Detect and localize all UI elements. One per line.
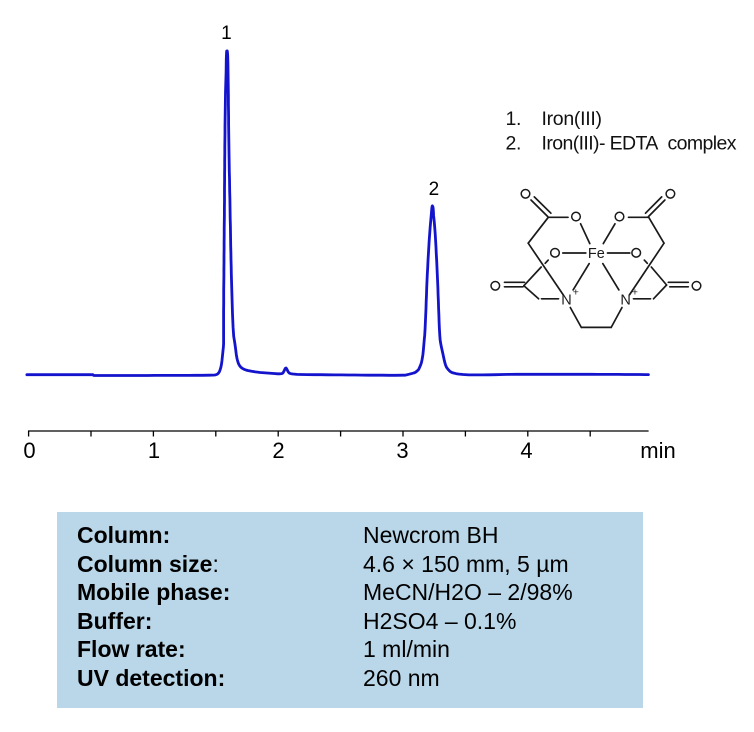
svg-text:Iron(III)- EDTA complex: Iron(III)- EDTA complex bbox=[542, 133, 737, 155]
svg-text:+: + bbox=[632, 287, 638, 299]
svg-text:Fe: Fe bbox=[588, 246, 605, 262]
svg-text:1.: 1. bbox=[506, 108, 522, 130]
svg-text:N: N bbox=[620, 293, 630, 309]
svg-text:N: N bbox=[561, 293, 571, 309]
svg-text:4: 4 bbox=[520, 438, 532, 463]
svg-text:1: 1 bbox=[221, 23, 232, 44]
svg-text:0: 0 bbox=[23, 438, 35, 463]
svg-text:1: 1 bbox=[148, 438, 160, 463]
svg-text:2.: 2. bbox=[506, 133, 522, 155]
svg-text:+: + bbox=[573, 287, 579, 299]
svg-text:2: 2 bbox=[429, 179, 440, 200]
svg-text:2: 2 bbox=[272, 438, 284, 463]
svg-text:3: 3 bbox=[396, 438, 408, 463]
svg-text:Iron(III): Iron(III) bbox=[542, 108, 602, 130]
svg-text:min: min bbox=[640, 438, 675, 463]
